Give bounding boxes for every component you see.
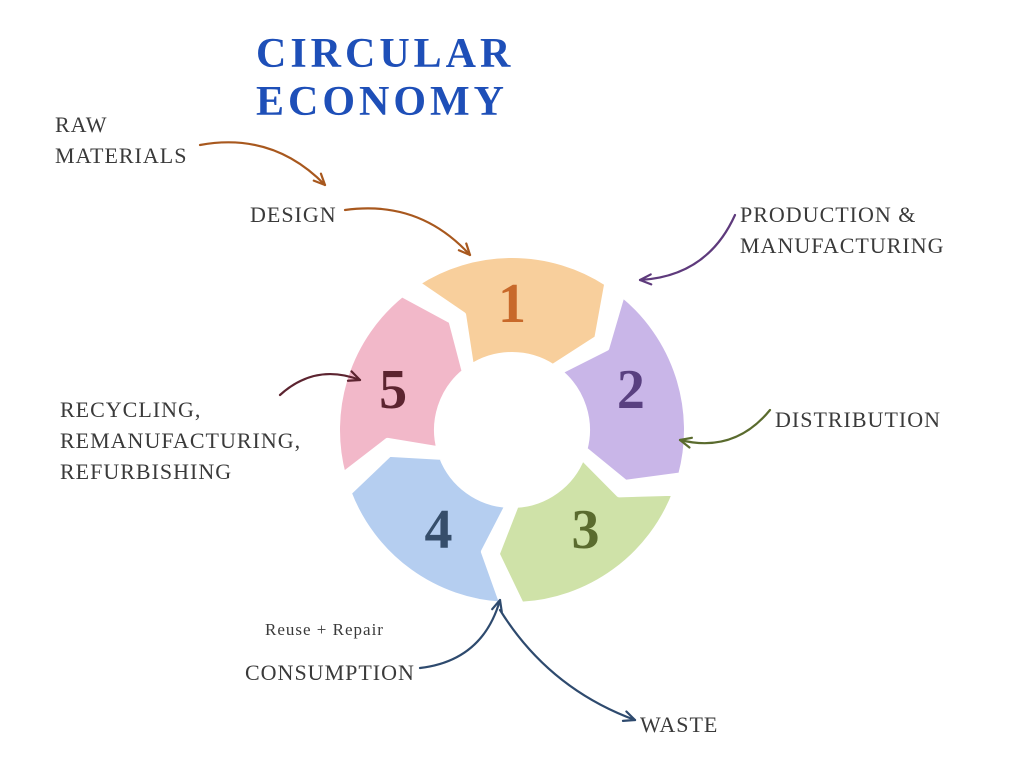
segment-number-1: 1 (498, 273, 526, 335)
input-label-1: RAWMATERIALS (55, 110, 187, 172)
label-3: DISTRIBUTION (775, 405, 941, 436)
label-4: CONSUMPTION (245, 658, 415, 689)
label-5: RECYCLING,REMANUFACTURING,REFURBISHING (60, 395, 301, 487)
sub-label-4: Reuse + Repair (265, 618, 384, 642)
segment-number-3: 3 (571, 499, 599, 561)
segment-number-5: 5 (379, 359, 407, 421)
segment-number-2: 2 (617, 359, 645, 421)
label-2: PRODUCTION &MANUFACTURING (740, 200, 945, 262)
output-label-4: WASTE (640, 710, 718, 741)
label-1: DESIGN (250, 200, 337, 231)
segment-number-4: 4 (425, 499, 453, 561)
